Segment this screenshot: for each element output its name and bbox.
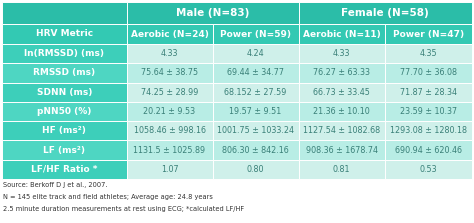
Bar — [2, 140, 127, 160]
Text: 71.87 ± 28.34: 71.87 ± 28.34 — [400, 88, 457, 97]
Text: 0.81: 0.81 — [333, 165, 350, 174]
Bar — [2, 24, 127, 44]
Bar — [212, 102, 299, 121]
Text: ln(RMSSD) (ms): ln(RMSSD) (ms) — [24, 49, 104, 58]
Bar — [2, 83, 127, 102]
Text: 69.44 ± 34.77: 69.44 ± 34.77 — [227, 68, 284, 77]
Bar — [127, 160, 212, 179]
Text: N = 145 elite track and field athletes; Average age: 24.8 years: N = 145 elite track and field athletes; … — [3, 194, 213, 200]
Bar — [127, 140, 212, 160]
Bar — [384, 121, 472, 140]
Bar — [299, 121, 384, 140]
Text: 4.24: 4.24 — [247, 49, 264, 58]
Bar — [127, 2, 299, 24]
Text: 1293.08 ± 1280.18: 1293.08 ± 1280.18 — [390, 126, 467, 135]
Text: 20.21 ± 9.53: 20.21 ± 9.53 — [144, 107, 196, 116]
Text: HF (ms²): HF (ms²) — [42, 126, 86, 135]
Text: Aerobic (N=11): Aerobic (N=11) — [303, 29, 381, 39]
Bar — [299, 160, 384, 179]
Text: RMSSD (ms): RMSSD (ms) — [33, 68, 95, 77]
Text: 2.5 minute duration measurements at rest using ECG; *calculated LF/HF: 2.5 minute duration measurements at rest… — [3, 206, 244, 212]
Bar — [212, 160, 299, 179]
Text: 4.33: 4.33 — [161, 49, 178, 58]
Bar — [127, 44, 212, 63]
Bar — [384, 140, 472, 160]
Bar — [127, 83, 212, 102]
Bar — [299, 2, 472, 24]
Text: 690.94 ± 620.46: 690.94 ± 620.46 — [395, 146, 462, 155]
Text: 908.36 ± 1678.74: 908.36 ± 1678.74 — [306, 146, 378, 155]
Text: 66.73 ± 33.45: 66.73 ± 33.45 — [313, 88, 370, 97]
Bar — [212, 44, 299, 63]
Text: 19.57 ± 9.51: 19.57 ± 9.51 — [229, 107, 282, 116]
Text: 806.30 ± 842.16: 806.30 ± 842.16 — [222, 146, 289, 155]
Text: 4.35: 4.35 — [419, 49, 437, 58]
Text: 77.70 ± 36.08: 77.70 ± 36.08 — [400, 68, 457, 77]
Bar — [2, 2, 127, 24]
Bar — [299, 102, 384, 121]
Bar — [127, 63, 212, 83]
Bar — [2, 44, 127, 63]
Text: Power (N=59): Power (N=59) — [220, 29, 291, 39]
Bar — [127, 121, 212, 140]
Text: pNN50 (%): pNN50 (%) — [37, 107, 91, 116]
Bar — [2, 102, 127, 121]
Bar — [2, 121, 127, 140]
Bar — [384, 160, 472, 179]
Text: Female (N=58): Female (N=58) — [341, 8, 429, 18]
Bar — [299, 83, 384, 102]
Bar — [212, 24, 299, 44]
Bar — [2, 160, 127, 179]
Text: 4.33: 4.33 — [333, 49, 350, 58]
Text: 76.27 ± 63.33: 76.27 ± 63.33 — [313, 68, 370, 77]
Text: LF (ms²): LF (ms²) — [43, 146, 85, 155]
Bar — [384, 102, 472, 121]
Bar — [299, 63, 384, 83]
Bar — [127, 24, 212, 44]
Text: 1127.54 ± 1082.68: 1127.54 ± 1082.68 — [303, 126, 380, 135]
Text: 21.36 ± 10.10: 21.36 ± 10.10 — [313, 107, 370, 116]
Bar — [212, 140, 299, 160]
Text: 75.64 ± 38.75: 75.64 ± 38.75 — [141, 68, 198, 77]
Bar — [384, 63, 472, 83]
Bar — [384, 83, 472, 102]
Text: 0.53: 0.53 — [419, 165, 437, 174]
Text: 23.59 ± 10.37: 23.59 ± 10.37 — [400, 107, 457, 116]
Text: SDNN (ms): SDNN (ms) — [36, 88, 92, 97]
Text: 0.80: 0.80 — [247, 165, 264, 174]
Bar — [299, 24, 384, 44]
Text: 1.07: 1.07 — [161, 165, 178, 174]
Text: Male (N=83): Male (N=83) — [176, 8, 249, 18]
Text: 68.152 ± 27.59: 68.152 ± 27.59 — [224, 88, 287, 97]
Text: 1131.5 ± 1025.89: 1131.5 ± 1025.89 — [134, 146, 206, 155]
Text: 1001.75 ± 1033.24: 1001.75 ± 1033.24 — [217, 126, 294, 135]
Text: LF/HF Ratio *: LF/HF Ratio * — [31, 165, 98, 174]
Bar — [384, 44, 472, 63]
Text: Source: Berkoff D J et al., 2007.: Source: Berkoff D J et al., 2007. — [3, 182, 108, 188]
Bar — [212, 83, 299, 102]
Text: 1058.46 ± 998.16: 1058.46 ± 998.16 — [134, 126, 206, 135]
Bar — [384, 24, 472, 44]
Bar — [2, 63, 127, 83]
Text: Power (N=47): Power (N=47) — [393, 29, 464, 39]
Bar — [299, 140, 384, 160]
Bar — [212, 63, 299, 83]
Bar — [299, 44, 384, 63]
Text: Aerobic (N=24): Aerobic (N=24) — [131, 29, 209, 39]
Text: HRV Metric: HRV Metric — [36, 29, 93, 39]
Text: 74.25 ± 28.99: 74.25 ± 28.99 — [141, 88, 198, 97]
Bar — [212, 121, 299, 140]
Bar — [127, 102, 212, 121]
